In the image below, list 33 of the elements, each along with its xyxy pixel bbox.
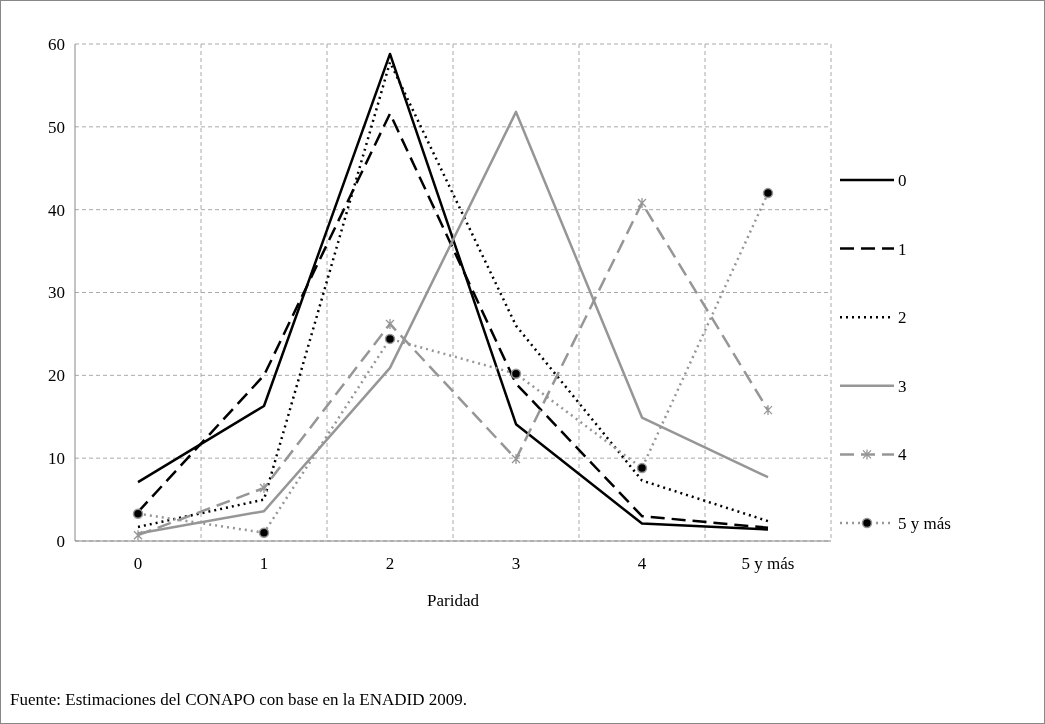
point <box>762 187 774 199</box>
y-tick-label: 60 <box>48 34 65 54</box>
x-axis-title: Paridad <box>427 591 480 610</box>
legend-label: 2 <box>898 308 907 328</box>
point <box>384 333 396 345</box>
y-tick-label: 30 <box>48 283 65 303</box>
y-tick-label: 40 <box>48 200 65 220</box>
x-tick-label: 4 <box>637 554 647 573</box>
x-tick-label: 1 <box>259 554 269 573</box>
point <box>510 368 522 379</box>
source-note: Fuente: Estimaciones del CONAPO con base en la ENADID 2009. <box>10 690 468 709</box>
y-tick-label: 20 <box>48 366 65 386</box>
x-tick-label: 0 <box>133 554 143 573</box>
legend-label: 3 <box>898 376 907 396</box>
x-tick-label: 5 y más <box>741 554 795 573</box>
y-tick-label: 50 <box>48 117 65 137</box>
legend-label: 1 <box>898 239 907 259</box>
legend-label: 0 <box>898 170 907 190</box>
point <box>385 318 395 330</box>
x-tick-label: 2 <box>385 554 395 573</box>
legend-label: 4 <box>898 445 907 465</box>
point <box>258 527 270 538</box>
x-tick-label: 3 <box>511 554 521 573</box>
y-tick-label: 0 <box>56 531 65 551</box>
point <box>763 404 773 416</box>
point <box>511 453 521 465</box>
point <box>637 197 647 209</box>
point <box>132 508 144 519</box>
point <box>133 529 143 541</box>
y-tick-label: 10 <box>48 449 65 469</box>
point <box>259 482 269 494</box>
legend-label: 5 y más <box>898 513 951 533</box>
point <box>636 462 648 474</box>
